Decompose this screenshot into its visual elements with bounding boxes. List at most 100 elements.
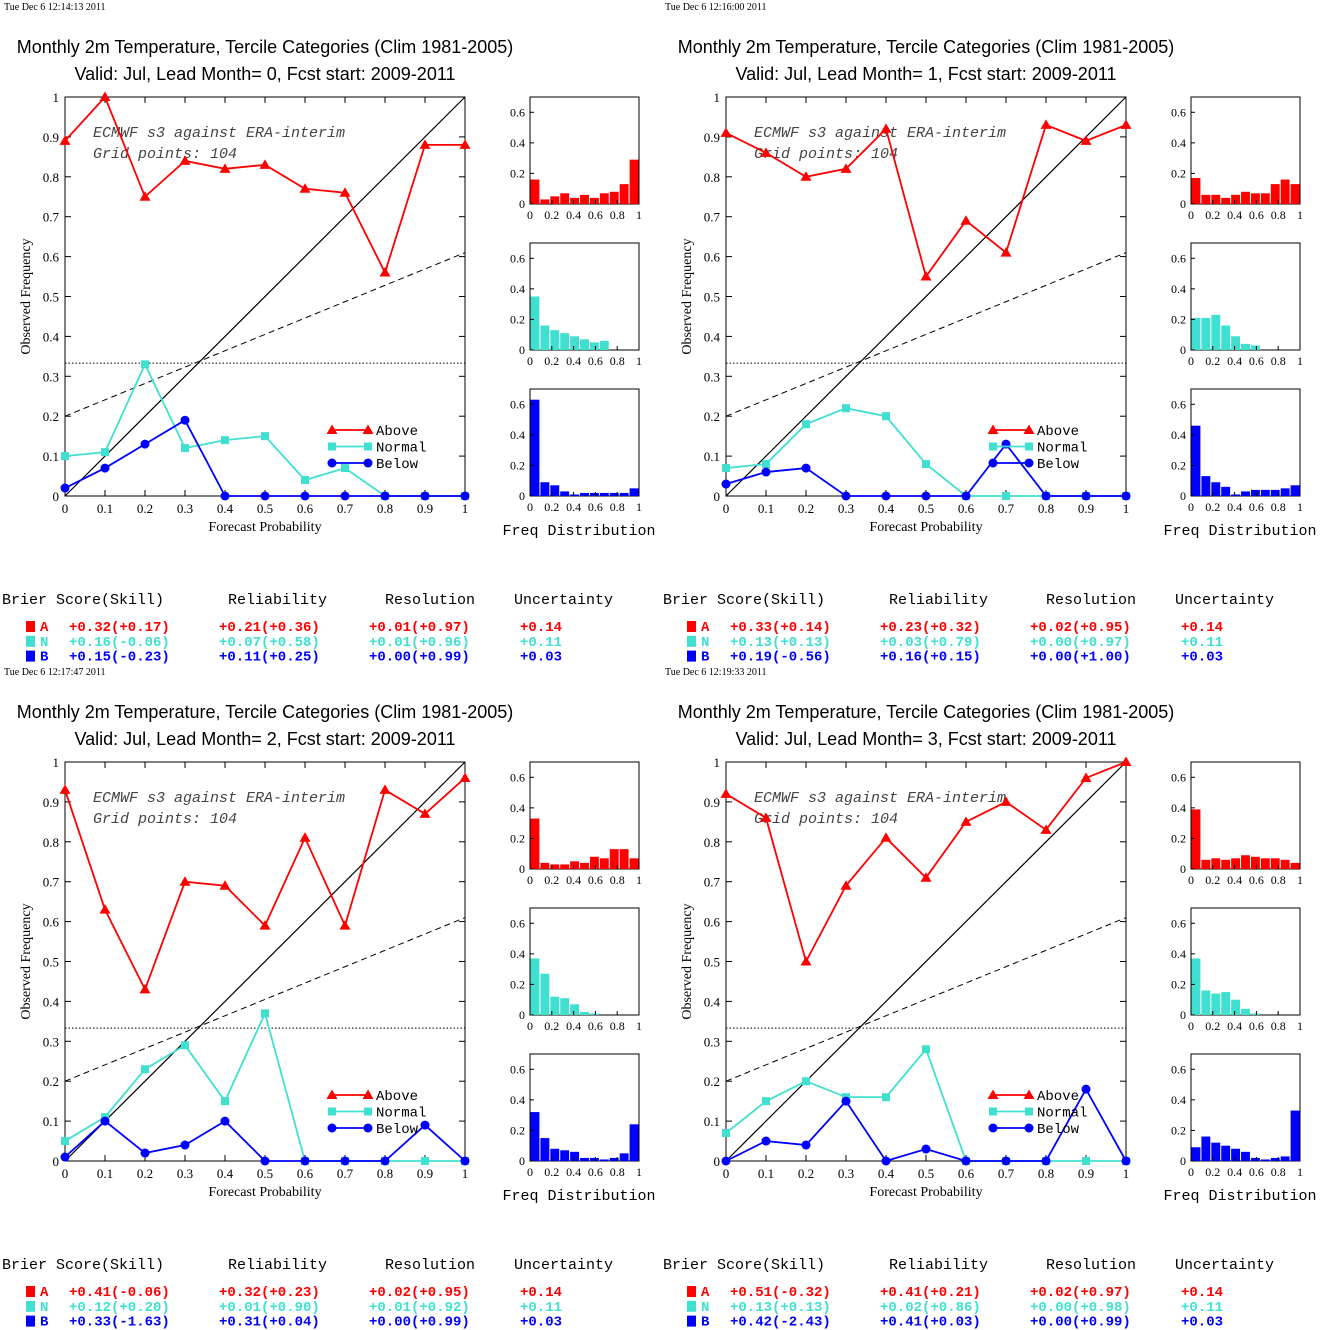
hist-x-tick-label: 0.8 (610, 354, 625, 368)
y-tick-label: 0.8 (43, 170, 59, 185)
score-header: Reliability (889, 592, 988, 609)
y-tick-label: 0.4 (704, 329, 721, 344)
circle-marker (460, 491, 470, 501)
square-marker (922, 1045, 930, 1054)
y-tick-label: 0.9 (43, 130, 59, 145)
hist-x-tick-label: 1 (1297, 873, 1303, 887)
square-marker (802, 420, 810, 429)
hist-bar (560, 333, 570, 350)
legend-label-normal: Normal (376, 1106, 426, 1122)
hist-bar (1201, 859, 1211, 869)
y-tick-label: 0.3 (704, 1034, 720, 1049)
hist-x-tick-label: 1 (636, 354, 642, 368)
hist-bar (1290, 485, 1300, 496)
circle-marker (1081, 1084, 1091, 1094)
score-category-code: A (701, 620, 710, 636)
annotation-line: Grid points: 104 (754, 146, 898, 163)
y-tick-label: 1 (714, 755, 721, 770)
circle-marker (801, 1140, 811, 1150)
square-marker (301, 476, 309, 485)
hist-x-tick-label: 0.6 (1249, 208, 1264, 222)
square-marker (989, 1107, 997, 1116)
score-category-code: B (40, 1315, 49, 1330)
x-tick-label: 0.4 (878, 1166, 895, 1181)
y-tick-label: 0.8 (704, 170, 720, 185)
annotation-line: Grid points: 104 (754, 811, 898, 828)
hist-x-tick-label: 0.8 (610, 1019, 625, 1033)
hist-bar (1191, 317, 1201, 350)
chart-title: Monthly 2m Temperature, Tercile Categori… (17, 37, 514, 57)
y-tick-label: 0 (714, 489, 721, 504)
hist-y-tick-label: 0 (1180, 343, 1186, 357)
triangle-marker (1080, 135, 1092, 145)
hist-bar (599, 858, 609, 869)
hist-bar (580, 862, 589, 869)
x-tick-label: 0.1 (97, 1166, 113, 1181)
hist-x-tick-label: 0.8 (610, 873, 625, 887)
chart-title: Monthly 2m Temperature, Tercile Categori… (678, 37, 1175, 57)
x-tick-label: 0.8 (1038, 501, 1054, 516)
x-tick-label: 0.6 (958, 501, 975, 516)
resolution-value: +0.00(+1.00) (1030, 650, 1131, 666)
annotation-line: ECMWF s3 against ERA-interim (754, 790, 1006, 807)
triangle-marker (259, 159, 271, 169)
hist-bar (1270, 1157, 1280, 1161)
resolution-value: +0.02(+0.97) (1030, 1285, 1131, 1301)
circle-marker (1001, 1156, 1011, 1166)
score-color-swatch (26, 650, 35, 662)
hist-bar (530, 958, 540, 1015)
circle-marker (60, 483, 70, 493)
timestamp: Tue Dec 6 12:16:00 2011 (665, 2, 766, 13)
triangle-marker (362, 1089, 374, 1099)
legend-label-below: Below (1037, 457, 1080, 473)
y-tick-label: 0.1 (43, 449, 59, 464)
hist-bar (619, 184, 629, 204)
square-marker (141, 1065, 149, 1074)
hist-x-tick-label: 0.2 (544, 873, 559, 887)
triangle-marker (1080, 772, 1092, 782)
triangle-marker (299, 832, 311, 842)
y-axis-label: Observed Frequency (19, 238, 34, 354)
square-marker (1025, 1107, 1033, 1116)
hist-x-tick-label: 1 (1297, 208, 1303, 222)
hist-bar (1221, 325, 1231, 350)
triangle-marker (326, 424, 338, 434)
triangle-marker (459, 139, 471, 149)
score-header: Brier Score(Skill) (663, 1257, 825, 1274)
circle-marker (100, 1116, 110, 1126)
uncertainty-value: +0.14 (1181, 1285, 1223, 1301)
circle-marker (220, 1116, 230, 1126)
hist-bar (1260, 1159, 1270, 1161)
y-tick-label: 0.6 (43, 250, 60, 265)
timestamp: Tue Dec 6 12:19:33 2011 (665, 667, 766, 678)
x-tick-label: 0.5 (918, 501, 934, 516)
hist-bar (629, 159, 639, 204)
uncertainty-value: +0.03 (520, 650, 562, 666)
chart-subtitle: Valid: Jul, Lead Month= 2, Fcst start: 2… (74, 729, 455, 749)
triangle-marker (259, 920, 271, 930)
x-tick-label: 0.1 (758, 501, 774, 516)
hist-x-tick-label: 1 (636, 500, 642, 514)
hist-x-tick-label: 0 (527, 208, 533, 222)
hist-y-tick-label: 0 (519, 862, 525, 876)
legend-label-above: Above (1037, 424, 1079, 440)
x-tick-label: 0.4 (217, 501, 234, 516)
square-marker (989, 442, 997, 451)
hist-bar (1191, 809, 1201, 869)
legend-label-below: Below (376, 1122, 419, 1138)
x-tick-label: 0.1 (97, 501, 113, 516)
triangle-marker (1000, 247, 1012, 257)
triangle-marker (1040, 824, 1052, 834)
hist-bar (1231, 858, 1241, 869)
hist-bar (580, 194, 589, 204)
triangle-marker (960, 215, 972, 225)
score-header: Uncertainty (514, 1257, 613, 1274)
hist-bar (1211, 1142, 1221, 1161)
y-tick-label: 0.9 (43, 795, 59, 810)
uncertainty-value: +0.11 (520, 635, 562, 651)
hist-bar (530, 818, 540, 869)
hist-bar (1211, 194, 1221, 204)
hist-bar (550, 1148, 560, 1161)
hist-x-tick-label: 0.4 (566, 1165, 581, 1179)
panel-1: Tue Dec 6 12:16:00 2011 Monthly 2m Temper… (663, 2, 1317, 666)
